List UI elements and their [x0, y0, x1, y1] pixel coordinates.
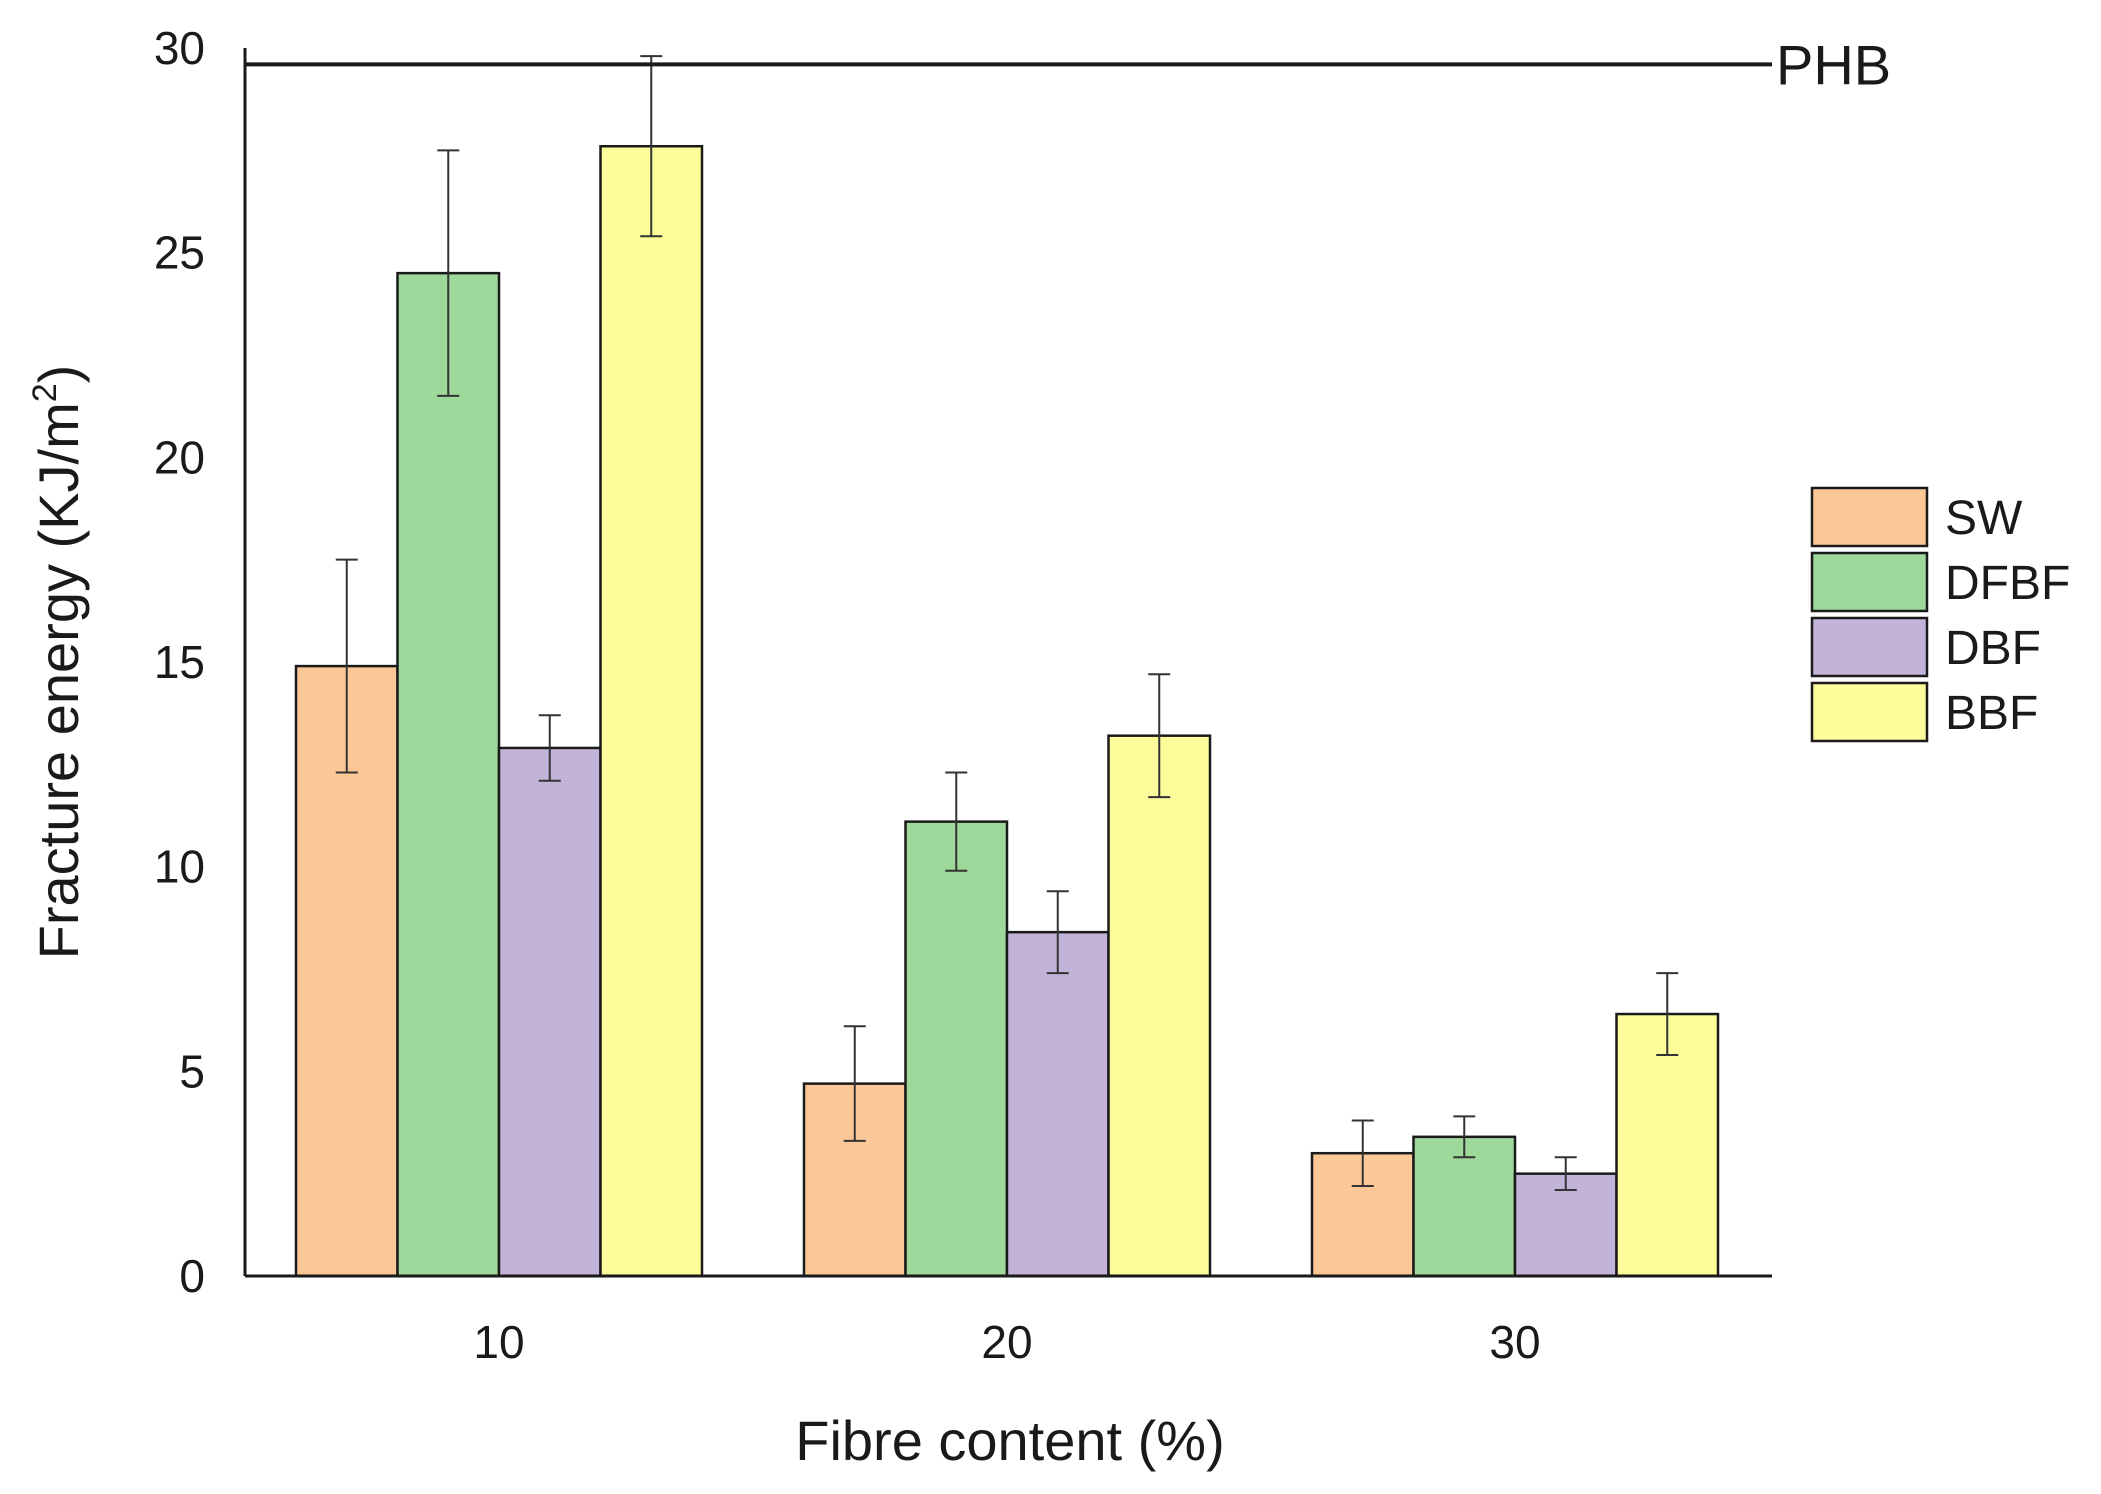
y-tick-label-20: 20 [154, 431, 205, 483]
x-tick-label-30: 30 [1489, 1316, 1540, 1368]
bar-dbf-10 [497, 746, 602, 1278]
legend-label-dbf: DBF [1945, 622, 2041, 675]
x-tick-labels: 10 20 30 [473, 1316, 1540, 1368]
x-tick-label-10: 10 [473, 1316, 524, 1368]
reference-line-group: PHB [245, 33, 1891, 96]
legend: SW DFBF DBF BBF [1810, 486, 2070, 743]
legend-swatch-bbf [1810, 681, 1929, 743]
error-bars-layer [335, 55, 1679, 1192]
bar-dbf-20 [1005, 930, 1110, 1278]
y-tick-label-30: 30 [154, 22, 205, 74]
bars-layer [294, 144, 1720, 1278]
legend-swatch-dfbf [1810, 551, 1929, 613]
y-tick-label-10: 10 [154, 841, 205, 893]
y-tick-label-25: 25 [154, 227, 205, 279]
y-tick-label-15: 15 [154, 636, 205, 688]
y-tick-labels: 0 5 10 15 20 25 30 [154, 22, 205, 1302]
y-axis-title-superscript: 2 [26, 383, 64, 402]
y-axis-title: Fracture energy (KJ/m2) [26, 365, 90, 960]
y-axis-title-main: Fracture energy (KJ/m [27, 402, 90, 959]
x-axis-title: Fibre content (%) [795, 1409, 1225, 1472]
legend-swatch-dbf [1810, 616, 1929, 678]
legend-label-bbf: BBF [1945, 687, 2038, 740]
axes-layer [243, 48, 1772, 1278]
legend-label-sw: SW [1945, 492, 2023, 545]
x-tick-label-20: 20 [981, 1316, 1032, 1368]
bar-bbf-30 [1615, 1012, 1720, 1278]
bar-bbf-10 [599, 144, 704, 1278]
y-axis-title-end: ) [27, 365, 90, 384]
bar-dfbf-20 [904, 820, 1009, 1278]
legend-swatch-sw [1810, 486, 1929, 548]
y-tick-label-5: 5 [179, 1045, 205, 1097]
bar-bbf-20 [1107, 734, 1212, 1278]
phb-reference-label: PHB [1776, 33, 1891, 96]
y-tick-label-0: 0 [179, 1250, 205, 1302]
bar-dfbf-10 [396, 271, 501, 1278]
legend-label-dfbf: DFBF [1945, 557, 2070, 610]
